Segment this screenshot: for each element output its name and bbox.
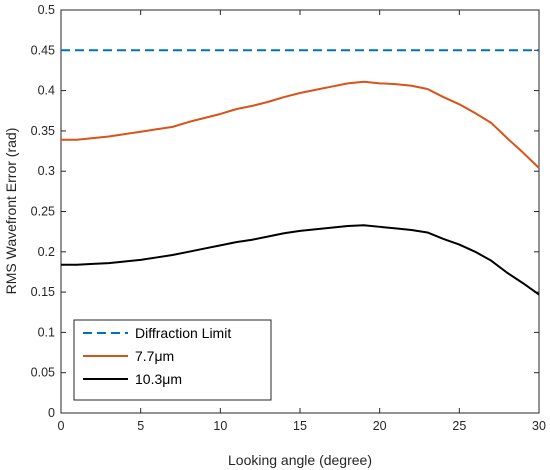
legend-items: Diffraction Limit 7.7μm 10.3μm: [83, 325, 231, 387]
x-tick-label: 5: [137, 419, 144, 433]
y-tick-label: 0.5: [38, 3, 55, 17]
series-layer: [61, 49, 540, 296]
y-tick-label: 0.35: [31, 124, 55, 138]
y-tick-label: 0.2: [38, 245, 55, 259]
legend-label: Diffraction Limit: [135, 325, 231, 341]
legend-label: 10.3μm: [135, 371, 182, 387]
axis-ticks: 0 5 10 15 20 25 30 0 0.05 0.1 0.15 0.2 0.25 0.3 0.35 0.…: [31, 3, 546, 433]
series-line-2: [61, 80, 540, 169]
y-tick-label: 0.15: [31, 285, 55, 299]
y-tick-label: 0.05: [31, 366, 55, 380]
legend: Diffraction Limit 7.7μm 10.3μm: [73, 319, 272, 401]
y-tick-label: 0.4: [38, 84, 55, 98]
x-tick-label: 0: [58, 419, 65, 433]
x-axis-title: Looking angle (degree): [228, 452, 372, 468]
x-tick-label: 15: [293, 419, 307, 433]
x-tick-label: 20: [373, 419, 387, 433]
y-tick-label: 0.1: [38, 325, 55, 339]
y-tick-label: 0.3: [38, 164, 55, 178]
y-tick-label: 0.45: [31, 43, 55, 57]
x-tick-label: 10: [213, 419, 227, 433]
x-tick-label: 25: [452, 419, 466, 433]
y-tick-label: 0.25: [31, 205, 55, 219]
x-tick-label: 30: [532, 419, 546, 433]
legend-box: [73, 319, 272, 401]
legend-label: 7.7μm: [135, 348, 174, 364]
series-line-3: [61, 224, 540, 296]
y-axis-title: RMS Wavefront Error (rad): [3, 128, 19, 295]
y-tick-label: 0: [48, 406, 55, 420]
